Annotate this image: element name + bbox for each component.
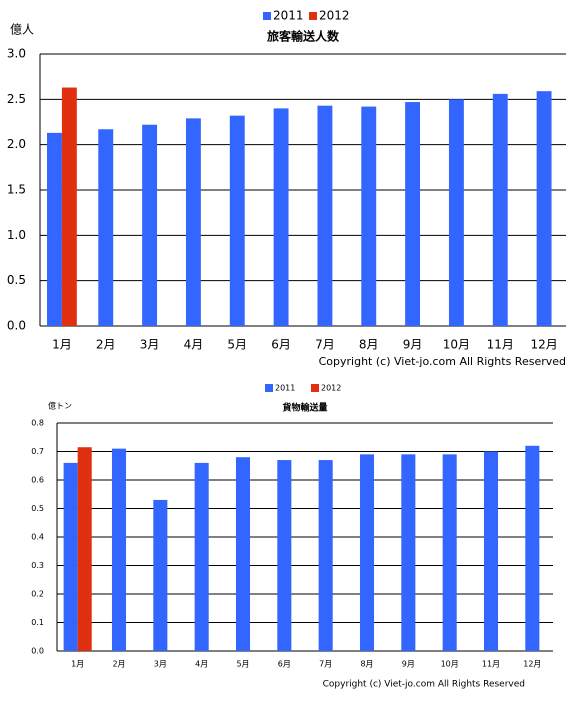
chart-title: 貨物輸送量 [282,402,327,414]
x-tick-label: 3月 [154,660,167,669]
y-tick-label: 0.8 [31,419,44,428]
bar [405,102,421,326]
bar [317,105,333,327]
x-tick-label: 1月 [52,338,72,352]
bar [273,108,289,327]
x-tick-label: 5月 [227,338,247,352]
x-tick-label: 2月 [96,338,116,352]
y-tick-label: 0.6 [31,476,44,485]
legend-label: 2012 [321,384,341,393]
bar [361,106,377,326]
x-tick-label: 9月 [403,338,423,352]
y-axis-unit: 億人 [10,23,34,37]
bar [229,115,245,326]
y-tick-label: 1.5 [7,183,26,197]
x-tick-label: 12月 [523,660,541,669]
y-tick-label: 0.4 [31,533,44,542]
bar [142,124,158,326]
bar [483,451,499,651]
legend-label: 2011 [273,9,304,23]
legend-swatch [263,12,271,20]
bar [235,457,251,651]
bar [492,93,508,326]
y-tick-label: 1.0 [7,228,26,242]
y-tick-label: 0.3 [31,561,44,570]
copyright: Copyright (c) Viet-jo.com All Rights Res… [319,355,566,368]
y-tick-label: 0.1 [31,618,44,627]
legend-swatch [265,384,273,392]
bar [98,129,114,326]
bar [401,454,416,651]
chart-title: 旅客輸送人数 [267,29,340,44]
x-tick-label: 8月 [360,660,373,669]
copyright: Copyright (c) Viet-jo.com All Rights Res… [323,680,525,690]
bar [111,448,127,651]
legend-label: 2012 [319,9,350,23]
x-tick-label: 9月 [402,660,415,669]
y-tick-label: 0.7 [31,447,44,456]
x-tick-label: 2月 [112,660,125,669]
y-tick-label: 0.0 [31,647,44,656]
x-tick-label: 8月 [359,338,379,352]
x-tick-label: 11月 [487,338,514,352]
y-tick-label: 0.2 [31,590,44,599]
bar [47,132,62,326]
bar [77,447,92,651]
bar [318,460,333,651]
x-tick-label: 5月 [236,660,249,669]
y-axis-unit: 億トン [48,401,72,411]
bar [63,462,78,651]
x-tick-label: 1月 [71,660,84,669]
x-tick-label: 12月 [530,338,557,352]
y-tick-label: 0.0 [7,319,26,333]
x-tick-label: 7月 [315,338,335,352]
legend-label: 2011 [275,384,295,393]
y-tick-label: 0.5 [31,504,44,513]
x-tick-label: 4月 [195,660,208,669]
bar [194,462,209,651]
y-tick-label: 3.0 [7,47,26,61]
legend-swatch [311,384,319,392]
y-tick-label: 0.5 [7,273,26,287]
bar [277,460,292,651]
bar [185,118,201,326]
bar [525,445,540,651]
x-tick-label: 3月 [140,338,160,352]
bar [61,87,77,327]
x-tick-label: 7月 [319,660,332,669]
x-tick-label: 4月 [184,338,204,352]
x-tick-label: 6月 [271,338,291,352]
bar [448,99,464,326]
x-tick-label: 10月 [441,660,459,669]
bar [153,499,168,651]
x-tick-label: 11月 [482,660,500,669]
bar [536,91,552,326]
legend-swatch [309,12,317,20]
bar [359,454,375,651]
y-tick-label: 2.0 [7,137,26,151]
bar [442,454,457,651]
x-tick-label: 6月 [278,660,291,669]
y-tick-label: 2.5 [7,92,26,106]
x-tick-label: 10月 [443,338,470,352]
